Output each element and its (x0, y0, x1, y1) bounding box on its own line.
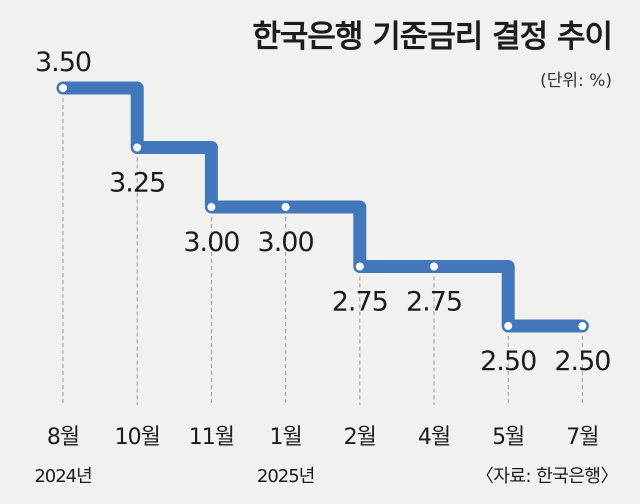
data-point (355, 262, 364, 271)
value-label: 3.00 (183, 227, 239, 258)
data-point (504, 322, 513, 330)
data-point (133, 143, 142, 152)
year-labels: 2024년 2025년 (34, 466, 315, 487)
month-tick-label: 8월 (47, 425, 79, 450)
year-label: 2025년 (257, 466, 314, 487)
droplines (62, 98, 583, 405)
value-label: 2.50 (480, 346, 536, 377)
month-tick-label: 10월 (115, 425, 160, 450)
unit-note: (단위: %) (540, 71, 612, 91)
x-axis-ticks: 8월 10월 11월 1월 2월 4월 5월 7월 (47, 425, 600, 450)
markers (59, 84, 587, 330)
month-tick-label: 7월 (566, 425, 598, 450)
step-line (56, 81, 589, 333)
month-tick-label: 5월 (492, 425, 524, 450)
month-tick-label: 4월 (418, 425, 450, 450)
data-point (207, 203, 216, 211)
rate-step-line (56, 81, 589, 333)
value-label: 2.75 (406, 287, 462, 318)
value-label: 2.50 (554, 346, 610, 377)
month-tick-label: 1월 (269, 425, 301, 450)
year-label: 2024년 (34, 466, 91, 487)
value-label: 3.25 (109, 168, 165, 199)
month-tick-label: 2월 (344, 425, 376, 450)
data-point (281, 203, 290, 211)
value-label: 3.50 (35, 47, 91, 78)
data-point (59, 84, 67, 92)
month-tick-label: 11월 (189, 425, 234, 450)
data-point (578, 322, 587, 330)
value-labels: 3.50 3.25 3.00 3.00 2.75 2.75 2.50 2.50 (35, 47, 612, 377)
data-point (430, 262, 438, 271)
value-label: 2.75 (332, 287, 388, 318)
chart-title: 한국은행 기준금리 결정 추이 (252, 19, 612, 55)
source-note: 〈자료: 한국은행〉 (476, 466, 618, 487)
value-label: 3.00 (258, 227, 314, 258)
